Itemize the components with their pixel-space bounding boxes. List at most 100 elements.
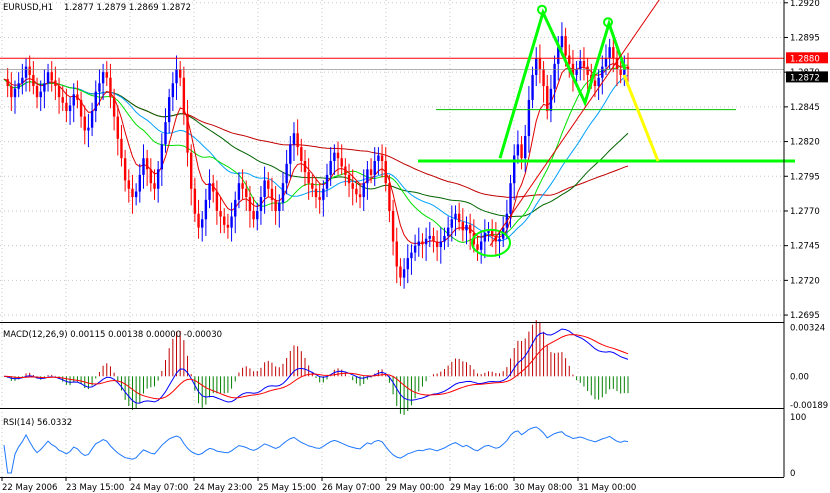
candle-body <box>13 88 17 98</box>
candle-body <box>615 58 619 70</box>
candle-body <box>35 86 39 98</box>
resistance-price-box <box>786 52 828 64</box>
candles <box>6 22 630 289</box>
candle-body <box>454 213 457 220</box>
candle-body <box>226 224 230 228</box>
candle-body <box>237 183 241 200</box>
chart-header-ohlc: 1.2877 1.2879 1.2869 1.2872 <box>64 3 191 13</box>
price-tick-label: 1.2695 <box>790 311 820 321</box>
candle-body <box>358 194 362 198</box>
candle-body <box>322 188 325 200</box>
candle-body <box>208 183 211 200</box>
candle-body <box>83 116 86 131</box>
candle-body <box>325 174 329 189</box>
candle-body <box>560 36 564 48</box>
candle-body <box>197 213 200 228</box>
candle-body <box>527 99 531 137</box>
candle-body <box>278 202 281 211</box>
macd-signal-line <box>3 334 629 400</box>
current-price-label: 1.2872 <box>790 73 820 83</box>
candle-body <box>43 83 46 92</box>
top-marker-1 <box>537 4 547 15</box>
candle-body <box>149 169 153 184</box>
candle-body <box>593 80 597 87</box>
candle-body <box>76 94 79 100</box>
pattern-annotations <box>0 0 795 257</box>
candle-body <box>186 113 189 153</box>
candle-body <box>340 158 343 167</box>
candle-body <box>79 99 83 117</box>
macd-tick-label: 0.00 <box>790 372 809 382</box>
candle-body <box>362 183 365 198</box>
macd-label: MACD(12,26,9) 0.00115 0.00138 0.00000 -0… <box>3 330 222 340</box>
candle-body <box>461 222 465 231</box>
candle-body <box>384 161 387 184</box>
candle-body <box>336 152 340 159</box>
candle-body <box>212 183 215 192</box>
candle-body <box>399 266 402 278</box>
candle-body <box>160 144 164 170</box>
candle-body <box>377 155 380 161</box>
candle-body <box>145 158 149 170</box>
time-tick-label: 24 May 07:00 <box>130 483 188 493</box>
rsi-panel[interactable] <box>0 411 784 477</box>
candle-body <box>553 63 556 89</box>
candle-body <box>98 83 101 92</box>
candle-body <box>142 158 145 175</box>
price-tick-label: 1.2770 <box>790 207 820 217</box>
candle-body <box>87 127 90 131</box>
candle-body <box>182 77 186 114</box>
candle-body <box>54 80 57 87</box>
candle-body <box>21 77 24 84</box>
candle-body <box>10 86 13 98</box>
candle-body <box>245 188 248 198</box>
candle-body <box>109 77 112 98</box>
rsi-tick-label: 0 <box>790 469 795 479</box>
candle-body <box>468 224 472 234</box>
candle-body <box>546 86 549 112</box>
candle-body <box>252 210 255 220</box>
time-tick-label: 23 May 15:00 <box>66 483 124 493</box>
candle-body <box>435 241 439 248</box>
candle-body <box>234 199 237 217</box>
candle-body <box>597 77 600 87</box>
projection-line <box>622 74 660 162</box>
candle-body <box>568 55 571 64</box>
candle-body <box>270 188 274 200</box>
candle-body <box>281 183 285 203</box>
candle-body <box>417 241 420 246</box>
candle-body <box>564 36 567 56</box>
candle-body <box>175 69 178 84</box>
macd-panel[interactable] <box>0 325 784 408</box>
candle-body <box>623 66 626 75</box>
candle-body <box>296 133 299 148</box>
candle-body <box>490 230 494 236</box>
candle-body <box>619 69 622 75</box>
top-marker-2 <box>603 17 613 28</box>
candle-body <box>355 188 358 195</box>
candle-body <box>65 102 68 112</box>
candle-body <box>329 161 332 175</box>
candle-body <box>516 144 520 156</box>
candle-body <box>476 244 479 250</box>
candle-body <box>285 163 288 184</box>
candle-body <box>46 72 50 84</box>
candle-body <box>116 116 119 139</box>
candle-body <box>167 97 171 123</box>
candle-body <box>612 47 615 59</box>
candle-body <box>164 122 167 145</box>
candle-body <box>201 219 204 228</box>
price-tick-label: 1.2745 <box>790 242 820 252</box>
candle-body <box>344 166 347 175</box>
current-price-box <box>786 71 828 83</box>
candle-body <box>406 258 409 270</box>
candle-body <box>582 61 586 67</box>
candle-body <box>256 210 259 220</box>
candle-body <box>535 58 538 75</box>
macd-indicator <box>3 320 629 415</box>
candle-body <box>509 183 512 214</box>
candle-body <box>424 238 428 245</box>
candle-body <box>410 252 413 259</box>
